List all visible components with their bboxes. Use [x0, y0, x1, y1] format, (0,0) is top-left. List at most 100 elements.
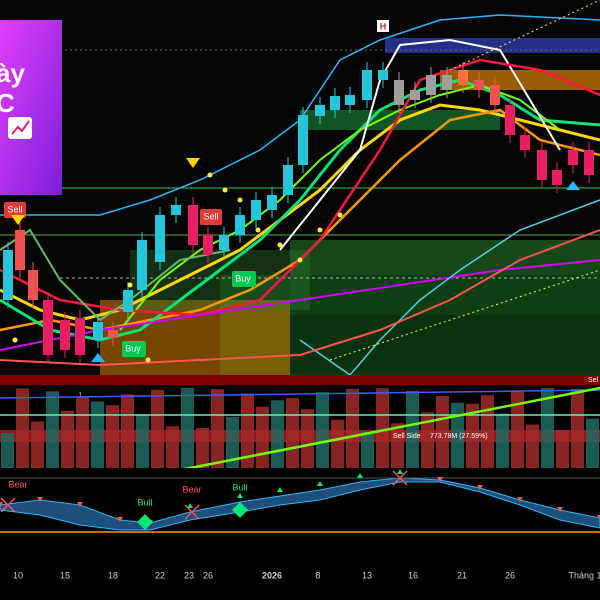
osc-tri [187, 503, 193, 508]
banner [0, 20, 62, 195]
volume-bar [511, 390, 524, 468]
osc-cross [0, 497, 16, 513]
volume-bar [556, 429, 569, 468]
osc-wave [0, 477, 600, 531]
candle-body [93, 322, 103, 340]
volume-bar [31, 421, 44, 468]
x-axis-label: 26 [505, 570, 515, 580]
volume-bar [316, 392, 329, 468]
volume-band [0, 430, 600, 442]
osc-tri [277, 487, 283, 492]
dot [317, 227, 323, 233]
osc-tri [357, 473, 363, 478]
volume-bar [586, 418, 599, 468]
candle-body [394, 80, 404, 105]
marker-text: H [380, 21, 387, 31]
banner-icon-line [11, 120, 30, 135]
dot [337, 212, 343, 218]
x-axis-label: 16 [408, 570, 418, 580]
osc-label: Bull [137, 497, 152, 507]
volume-line [179, 386, 600, 472]
volume-bar [526, 424, 539, 468]
banner-text: ày [0, 58, 25, 88]
candle-body [410, 90, 420, 100]
candle-body [75, 318, 85, 355]
volume-bar [46, 391, 59, 468]
candle-body [108, 330, 118, 338]
banner-text: C [0, 88, 15, 118]
candle-body [458, 70, 468, 85]
volume-bar [391, 423, 404, 468]
volume-bar [196, 428, 209, 468]
candle-body [219, 235, 229, 250]
volume-bar [181, 388, 194, 468]
candle-body [520, 135, 530, 150]
indicator-line [0, 58, 600, 317]
volume-bar [376, 388, 389, 468]
osc-tri [397, 469, 403, 474]
candle-body [3, 250, 13, 300]
osc-tri [517, 497, 523, 502]
volume-label: Sell Side [393, 433, 421, 440]
candle-body [283, 165, 293, 195]
volume-bar [451, 402, 464, 468]
volume-bar [331, 419, 344, 468]
volume-bar [406, 390, 419, 468]
osc-tri [597, 515, 600, 520]
volume-bar [301, 409, 314, 468]
dot [127, 282, 133, 288]
volume-bar [151, 389, 164, 468]
candle-body [537, 150, 547, 180]
signal-label: Buy [125, 343, 141, 353]
volume-bar [286, 398, 299, 468]
signal-box [122, 341, 146, 357]
osc-tri [37, 497, 43, 502]
osc-diamond [232, 502, 248, 518]
down-arrow [11, 215, 25, 225]
volume-bar [136, 415, 149, 468]
candle-body [345, 95, 355, 105]
indicator-line [0, 103, 600, 322]
marker-box [377, 20, 389, 32]
osc-tri [237, 493, 243, 498]
volume-bar [256, 406, 269, 468]
volume-bar [211, 389, 224, 468]
x-axis-label: 10 [13, 570, 23, 580]
volume-bar [16, 388, 29, 468]
x-axis-label: 8 [315, 570, 320, 580]
candle-body [171, 205, 181, 215]
dot [222, 187, 228, 193]
osc-tri [477, 485, 483, 490]
volume-bar [421, 412, 434, 468]
volume-line [0, 389, 600, 399]
dot [277, 242, 283, 248]
volume-bar [481, 395, 494, 468]
candle-body [426, 75, 436, 95]
x-axis-label: 13 [362, 570, 372, 580]
candle-body [203, 235, 213, 255]
candle-body [378, 70, 388, 80]
volume-bar [76, 397, 89, 468]
up-arrow [91, 353, 105, 362]
osc-tri [117, 517, 123, 522]
dot [207, 172, 213, 178]
x-axis-label: 2026 [262, 570, 282, 580]
volume-bar [271, 400, 284, 468]
volume-bar [361, 431, 374, 468]
candle-body [137, 240, 147, 290]
zone [385, 38, 600, 53]
dot [297, 257, 303, 263]
candle-body [362, 70, 372, 100]
down-arrow [186, 158, 200, 168]
candle-body [15, 230, 25, 270]
candle-body [315, 105, 325, 116]
signal-box [232, 271, 256, 287]
x-axis-label: 23 [184, 570, 194, 580]
candle-body [298, 115, 308, 165]
candle-body [60, 320, 70, 350]
dot [145, 357, 151, 363]
dot [255, 227, 261, 233]
volume-bar [61, 410, 74, 468]
volume-label: Sel [588, 377, 599, 384]
